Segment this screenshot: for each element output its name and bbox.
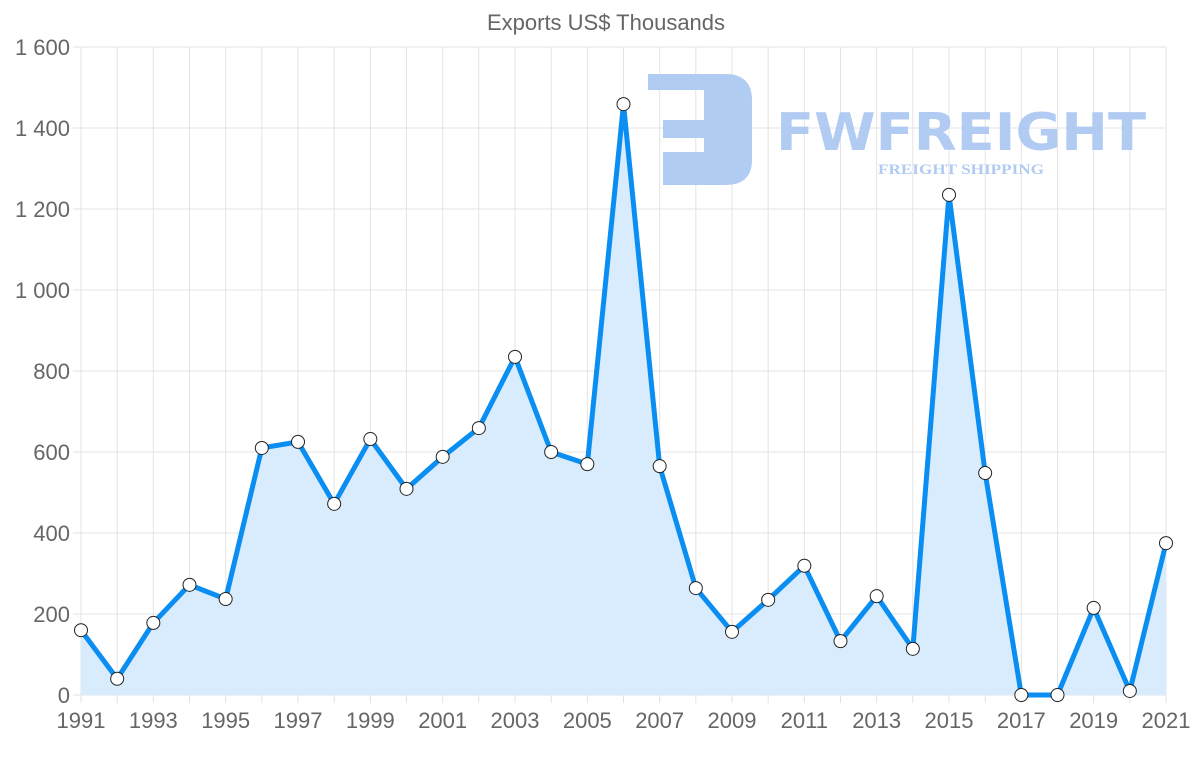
data-point xyxy=(435,449,450,464)
data-point xyxy=(797,558,812,573)
x-tick-label: 2013 xyxy=(852,708,901,733)
data-point xyxy=(182,577,197,592)
x-tick-label: 2007 xyxy=(635,708,684,733)
data-point xyxy=(399,481,414,496)
watermark-tagline: FREIGHT SHIPPING xyxy=(878,162,1044,178)
data-point xyxy=(688,581,703,596)
y-tick-label: 1 600 xyxy=(15,35,70,60)
x-tick-label: 2015 xyxy=(925,708,974,733)
x-tick-label: 2019 xyxy=(1069,708,1118,733)
data-point xyxy=(942,187,956,202)
y-tick-label: 1 200 xyxy=(15,197,70,222)
x-tick-label: 1997 xyxy=(274,708,323,733)
data-point xyxy=(327,496,342,511)
x-tick-label: 2017 xyxy=(997,708,1046,733)
data-point xyxy=(218,592,233,607)
data-point xyxy=(363,432,378,447)
watermark-brand: FWFREIGHT xyxy=(776,103,1147,163)
data-point xyxy=(869,589,884,604)
logo-mark-icon xyxy=(648,74,752,185)
x-tick-label: 1995 xyxy=(201,708,250,733)
data-point xyxy=(905,641,920,656)
data-point xyxy=(761,592,776,607)
data-point xyxy=(471,421,486,436)
y-tick-label: 200 xyxy=(33,602,70,627)
watermark-logo: FWFREIGHT FREIGHT SHIPPING xyxy=(648,74,1147,185)
data-point xyxy=(580,457,595,472)
chart-title: Exports US$ Thousands xyxy=(487,10,725,35)
x-tick-label: 2001 xyxy=(418,708,467,733)
x-tick-label: 2021 xyxy=(1142,708,1191,733)
x-axis: 1991 1993 1995 1997 1999 2001 2003 2005 2007 2009… xyxy=(57,708,1191,733)
y-tick-label: 1 400 xyxy=(15,116,70,141)
data-point xyxy=(254,440,269,455)
x-tick-label: 2011 xyxy=(781,708,828,733)
x-tick-label: 2005 xyxy=(563,708,612,733)
x-tick-label: 1993 xyxy=(129,708,178,733)
data-point xyxy=(291,434,305,449)
y-tick-label: 600 xyxy=(33,440,70,465)
data-point xyxy=(74,623,88,638)
y-tick-label: 0 xyxy=(58,683,70,708)
series-area xyxy=(81,104,1166,696)
data-point xyxy=(1122,683,1137,698)
data-point xyxy=(833,634,848,649)
x-tick-label: 1999 xyxy=(346,708,395,733)
data-point xyxy=(978,466,993,481)
x-tick-label: 2003 xyxy=(491,708,540,733)
x-tick-label: 2009 xyxy=(708,708,757,733)
data-point xyxy=(544,445,559,459)
data-point xyxy=(1014,688,1029,702)
x-tick-label: 1991 xyxy=(57,708,106,733)
y-axis: 0 200 400 600 800 1 000 1 200 1 400 1 600 xyxy=(15,35,70,708)
data-point xyxy=(1086,600,1101,615)
data-point xyxy=(146,615,161,630)
data-point xyxy=(508,349,522,364)
data-point xyxy=(1050,688,1065,702)
y-tick-label: 400 xyxy=(33,521,70,546)
y-tick-label: 800 xyxy=(33,359,70,384)
y-tick-label: 1 000 xyxy=(15,278,70,303)
data-point xyxy=(616,97,631,112)
data-point xyxy=(1159,536,1173,551)
data-point xyxy=(725,624,739,639)
data-point xyxy=(110,671,125,686)
data-point xyxy=(652,459,667,474)
data-points xyxy=(74,97,1173,702)
